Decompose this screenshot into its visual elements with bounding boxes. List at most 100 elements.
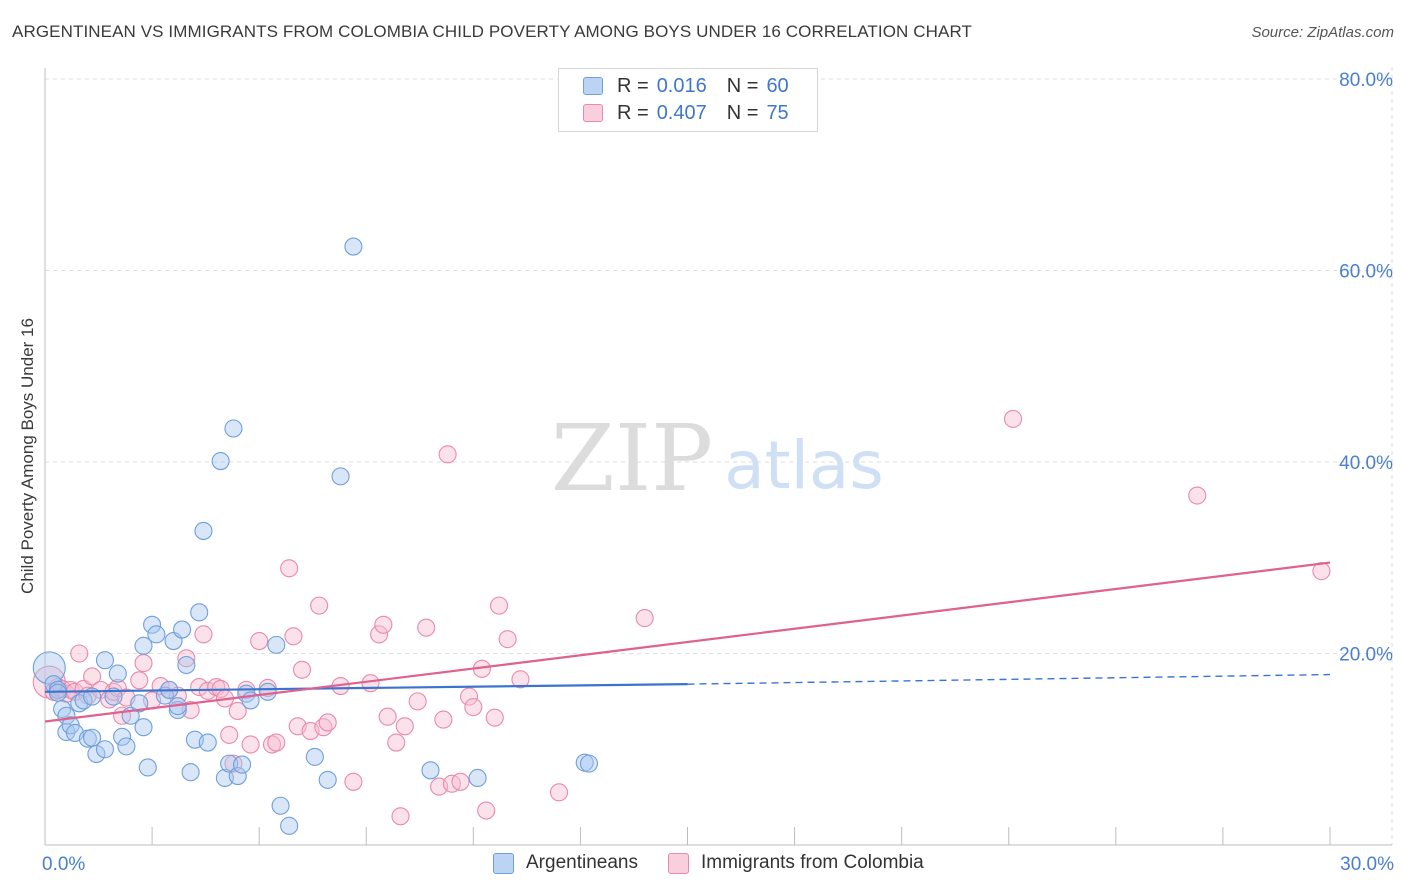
trend-line-colombia [44, 561, 1331, 723]
point-argentineans [87, 744, 106, 764]
point-colombia [310, 596, 329, 615]
legend-n-label: N = [726, 101, 759, 124]
point-colombia [417, 618, 436, 637]
point-colombia [391, 807, 410, 826]
point-colombia [370, 625, 389, 644]
point-argentineans [177, 655, 196, 675]
point-colombia [220, 725, 239, 744]
point-colombia [361, 674, 380, 693]
point-colombia [489, 596, 509, 615]
watermark-atlas: atlas [724, 427, 884, 504]
point-argentineans [117, 737, 136, 756]
point-argentineans [224, 419, 243, 438]
y-axis-title: Child Poverty Among Boys Under 16 [18, 318, 37, 594]
point-colombia [134, 654, 153, 673]
data-points [32, 237, 1331, 835]
point-argentineans [331, 467, 350, 486]
point-argentineans [134, 718, 153, 737]
legend-row-argentineans: R = 0.016 N = 60 [583, 74, 809, 98]
point-colombia [194, 625, 213, 644]
point-colombia [280, 559, 299, 578]
point-colombia [635, 609, 654, 628]
point-argentineans [190, 603, 209, 622]
gridlines [45, 67, 1393, 845]
point-argentineans [228, 767, 247, 786]
legend-item-argentineans[interactable]: Argentineans [493, 852, 638, 874]
point-argentineans [104, 687, 123, 706]
legend-swatch-blue [493, 852, 514, 874]
point-argentineans [220, 754, 239, 773]
axes [44, 68, 1392, 846]
point-argentineans [232, 755, 252, 774]
point-colombia [387, 733, 406, 752]
y-tick-label: 40.0% [1339, 453, 1393, 474]
legend-n-label: N = [726, 74, 759, 97]
x-tick-label: 0.0% [42, 854, 85, 875]
point-argentineans [305, 747, 324, 766]
point-colombia [228, 701, 247, 721]
point-argentineans [147, 625, 166, 644]
tick-labels: 20.0% 40.0% 60.0% 80.0% 0.0% 30.0% [42, 70, 1394, 875]
legend-r-label: R = [617, 101, 649, 124]
point-colombia [378, 707, 397, 726]
trend-line-argentineans [44, 683, 688, 693]
legend-swatch-pink [583, 104, 603, 122]
y-tick-label: 20.0% [1339, 645, 1393, 666]
point-colombia [395, 717, 414, 736]
point-argentineans [95, 740, 115, 759]
legend-r-value: 0.016 [656, 74, 707, 97]
point-argentineans [258, 682, 277, 701]
point-argentineans [113, 727, 132, 746]
legend-n-value: 75 [766, 101, 789, 124]
legend-swatch-pink [667, 852, 689, 874]
point-argentineans [130, 694, 149, 713]
legend-r-value: 0.407 [656, 101, 707, 124]
point-argentineans [134, 636, 153, 655]
point-colombia [1003, 409, 1023, 428]
trend-line-argentineans-extension [687, 673, 1331, 685]
point-argentineans [468, 768, 487, 788]
point-argentineans [173, 620, 192, 639]
point-colombia [459, 687, 479, 706]
series-legend: Argentineans Immigrants from Colombia [493, 852, 954, 874]
point-argentineans [280, 816, 299, 835]
point-colombia [498, 630, 517, 649]
point-colombia [292, 660, 312, 679]
point-argentineans [143, 615, 162, 634]
point-colombia [250, 632, 269, 651]
point-colombia [451, 772, 470, 791]
watermark-zip: ZIP [551, 405, 713, 512]
point-colombia [511, 670, 530, 689]
point-colombia [408, 692, 427, 711]
point-argentineans [344, 237, 363, 256]
y-tick-label: 60.0% [1339, 262, 1393, 283]
legend-swatch-blue [583, 77, 603, 95]
point-argentineans [181, 763, 200, 782]
chart-source: Source: ZipAtlas.com [1251, 24, 1394, 41]
point-colombia [177, 649, 196, 668]
point-colombia [1188, 486, 1207, 505]
legend-n-value: 60 [766, 74, 789, 97]
point-argentineans [579, 754, 599, 773]
point-colombia [549, 783, 569, 802]
point-argentineans [194, 521, 213, 540]
point-argentineans [198, 733, 217, 752]
point-argentineans [138, 758, 157, 777]
legend-r-label: R = [617, 74, 649, 97]
point-colombia [70, 644, 89, 663]
point-argentineans [318, 770, 337, 789]
point-colombia [344, 772, 363, 791]
point-argentineans [32, 651, 66, 685]
point-argentineans [271, 796, 290, 815]
point-argentineans [108, 664, 127, 683]
point-colombia [485, 708, 504, 727]
point-argentineans [211, 451, 230, 471]
correlation-legend: R = 0.016 N = 60 R = 0.407 N = 75 [558, 68, 818, 132]
point-colombia [83, 667, 102, 686]
legend-item-colombia[interactable]: Immigrants from Colombia [667, 852, 924, 874]
point-colombia [464, 698, 483, 717]
x-tick-label: 30.0% [1340, 854, 1394, 875]
point-colombia [477, 801, 496, 820]
legend-label-colombia: Immigrants from Colombia [700, 852, 924, 873]
